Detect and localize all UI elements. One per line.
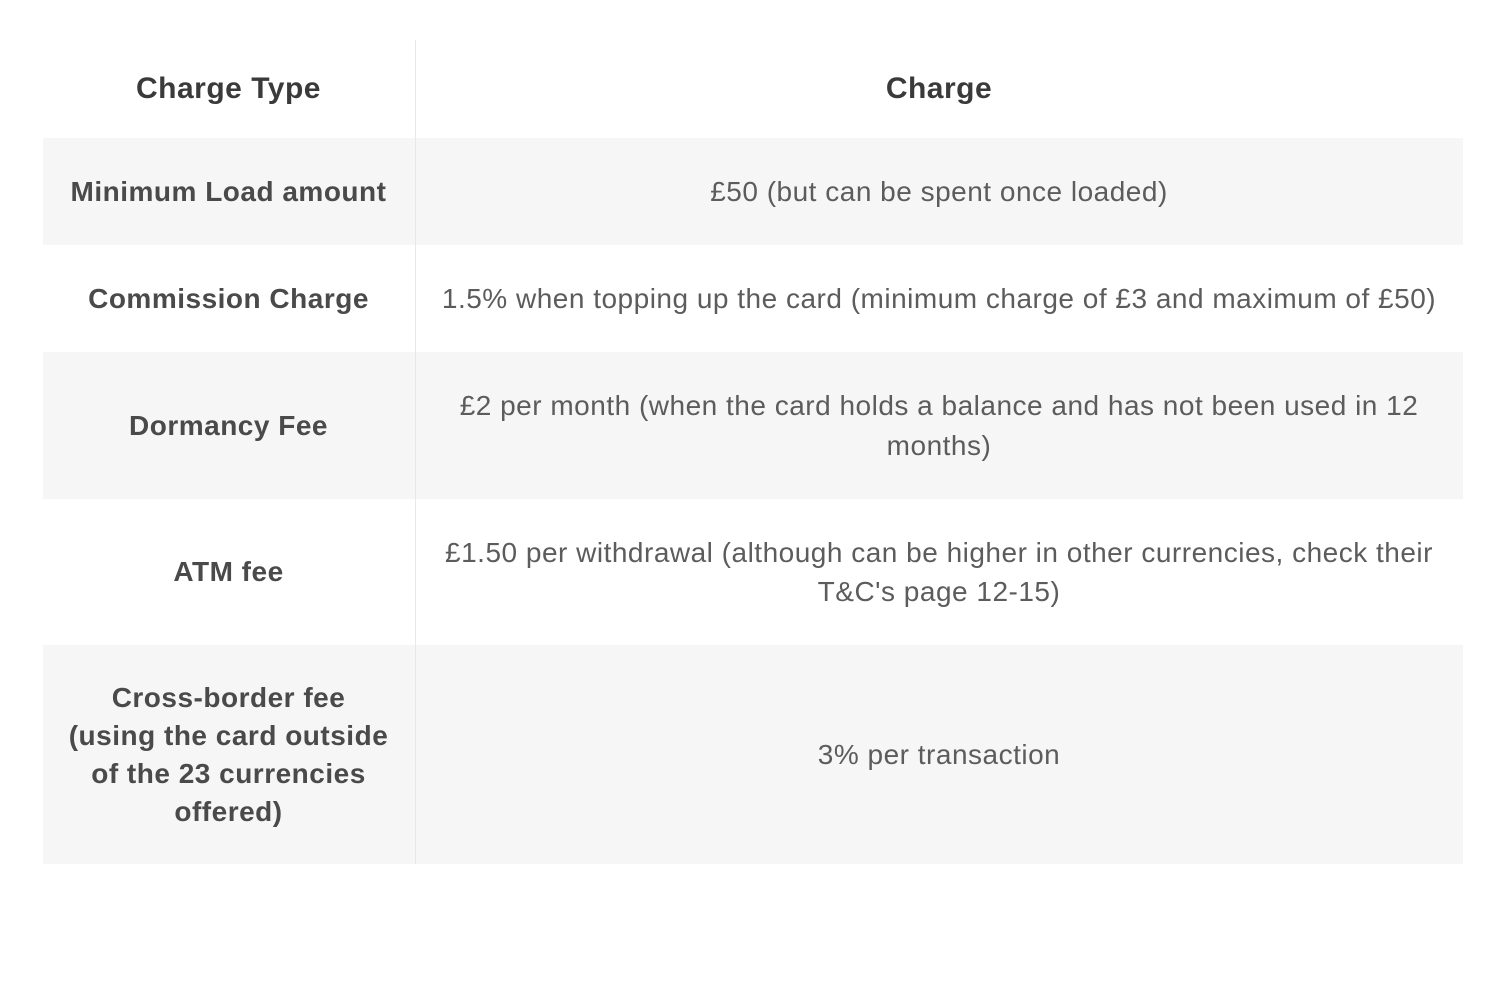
table-row: Minimum Load amount £50 (but can be spen… (43, 138, 1463, 245)
fees-table: Charge Type Charge Minimum Load amount £… (43, 40, 1463, 864)
charge-value-cell: 3% per transaction (416, 645, 1463, 864)
table-row: Cross-border fee (using the card outside… (43, 645, 1463, 864)
table-row: ATM fee £1.50 per withdrawal (although c… (43, 499, 1463, 645)
table-row: Dormancy Fee £2 per month (when the card… (43, 352, 1463, 498)
charge-type-cell: Minimum Load amount (43, 138, 416, 245)
table-row: Commission Charge 1.5% when topping up t… (43, 245, 1463, 352)
charge-value-cell: £2 per month (when the card holds a bala… (416, 352, 1463, 498)
column-header-charge-type: Charge Type (43, 40, 416, 138)
charge-type-cell: Cross-border fee (using the card outside… (43, 645, 416, 864)
charge-type-cell: Commission Charge (43, 245, 416, 352)
charge-value-cell: 1.5% when topping up the card (minimum c… (416, 245, 1463, 352)
charge-value-cell: £50 (but can be spent once loaded) (416, 138, 1463, 245)
charge-value-cell: £1.50 per withdrawal (although can be hi… (416, 499, 1463, 645)
charge-type-cell: ATM fee (43, 499, 416, 645)
charge-type-cell: Dormancy Fee (43, 352, 416, 498)
column-header-charge: Charge (416, 40, 1463, 138)
table-header-row: Charge Type Charge (43, 40, 1463, 138)
